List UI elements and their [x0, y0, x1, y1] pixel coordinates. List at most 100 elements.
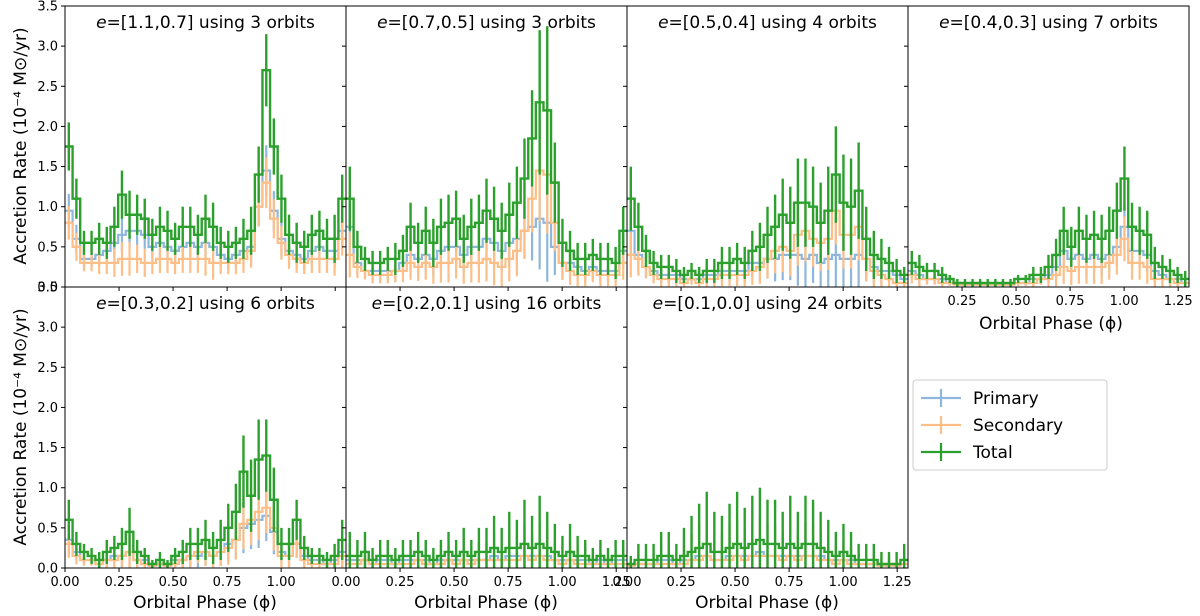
panel-title-2: e=[0.7,0.5] using 3 orbits — [377, 13, 596, 33]
xtick-label-5-1: 0.25 — [105, 575, 134, 590]
panel-title-text-4: =[0.4,0.3] using 7 orbits — [950, 13, 1159, 33]
series-line-secondary-7 — [627, 554, 908, 567]
ytick-label-1-3: 1.5 — [37, 160, 58, 175]
series-line-secondary-4 — [908, 237, 1189, 286]
panel-title-text-2: =[0.7,0.5] using 3 orbits — [388, 13, 597, 33]
panel-frame-4 — [907, 5, 1190, 288]
plot-area-1 — [65, 34, 346, 280]
xtick-label-6-5: 1.25 — [602, 575, 631, 590]
xtick-label-6-1: 0.25 — [386, 575, 415, 590]
panel-title-7: e=[0.1,0.0] using 24 orbits — [653, 294, 883, 314]
panel-title-text-3: =[0.5,0.4] using 4 orbits — [669, 13, 878, 33]
xtick-label-6-4: 1.00 — [548, 575, 577, 590]
panel-title-text-5: =[0.3,0.2] using 6 orbits — [107, 294, 316, 314]
plot-area-3 — [627, 126, 908, 287]
series-line-secondary-5 — [65, 506, 346, 567]
legend-frame — [912, 379, 1108, 471]
panel-title-5: e=[0.3,0.2] using 6 orbits — [96, 294, 315, 314]
ytick-label-1-6: 3.0 — [37, 40, 58, 55]
xtick-label-4-5: 1.25 — [1164, 294, 1193, 309]
plot-area-4 — [908, 146, 1189, 287]
panel-2: e=[0.7,0.5] using 3 orbits — [342, 5, 628, 291]
xlabel-panel-5: Orbital Phase (ϕ) — [133, 593, 277, 613]
ytick-label-5-4: 2.0 — [37, 401, 58, 416]
xtick-label-4-4: 1.00 — [1110, 294, 1139, 309]
xtick-label-7-1: 0.25 — [667, 575, 696, 590]
ytick-label-5-6: 3.0 — [37, 321, 58, 336]
panel-title-3: e=[0.5,0.4] using 4 orbits — [658, 13, 877, 33]
plot-area-5 — [65, 419, 346, 568]
ytick-label-5-1: 0.5 — [37, 521, 58, 536]
plot-area-6 — [346, 495, 627, 568]
panel-4: 0.25 0.50 0.75 1.00 1.25 e=[0.4,0.3] using 7 … — [904, 5, 1193, 309]
xtick-label-4-3: 0.75 — [1056, 294, 1085, 309]
xtick-label-7-4: 1.00 — [829, 575, 858, 590]
ytick-label-5-5: 2.5 — [37, 361, 58, 376]
xtick-label-6-0: 0.00 — [332, 575, 361, 590]
series-line-secondary-2 — [346, 169, 627, 277]
xtick-label-6-3: 0.75 — [494, 575, 523, 590]
panel-1: 0.0 0.5 1.0 1.5 2.0 2.5 3.0 3.5 e=[1.1,0.7] usin… — [37, 0, 347, 296]
ytick-label-5-2: 1.0 — [37, 481, 58, 496]
panel-title-text-1: =[1.1,0.7] using 3 orbits — [107, 13, 316, 33]
series-total-7 — [627, 487, 908, 568]
ytick-label-1-0: 0.0 — [37, 281, 58, 296]
panel-5: 0.0 0.5 1.0 1.5 2.0 2.5 3.0 3.5 0.00 0.25 0.50 0.75… — [37, 281, 347, 590]
panel-title-symbol-4: e — [939, 13, 949, 33]
xtick-label-7-0: 0.00 — [613, 575, 642, 590]
xlabel-panel-6: Orbital Phase (ϕ) — [414, 593, 558, 613]
xtick-label-5-3: 0.75 — [213, 575, 242, 590]
ytick-label-5-7: 3.5 — [37, 281, 58, 296]
series-line-primary-2 — [346, 217, 627, 273]
panel-frame-7 — [626, 286, 909, 569]
xtick-label-7-2: 0.50 — [721, 575, 750, 590]
panel-3: e=[0.5,0.4] using 4 orbits — [623, 5, 909, 291]
panel-frame-6 — [345, 286, 628, 569]
ylabel-top: Accretion Rate (10⁻⁴ M⊙/yr) — [11, 27, 31, 264]
series-line-total-5 — [65, 454, 346, 566]
panel-title-6: e=[0.2,0.1] using 16 orbits — [372, 294, 602, 314]
plot-area-2 — [346, 26, 627, 287]
xtick-label-4-2: 0.50 — [1002, 294, 1031, 309]
panel-6: 0.00 0.25 0.50 0.75 1.00 1.25 e=[0.2,0.1] usin… — [332, 286, 631, 590]
panel-title-symbol-6: e — [372, 294, 382, 314]
plot-area-7 — [627, 487, 908, 568]
series-total-5 — [65, 419, 346, 568]
legend-label-total: Total — [972, 443, 1013, 463]
xtick-label-7-5: 1.25 — [883, 575, 912, 590]
legend-entry-primary: Primary — [921, 389, 1039, 409]
ytick-label-1-5: 2.5 — [37, 80, 58, 95]
ytick-label-1-4: 2.0 — [37, 120, 58, 135]
panel-title-symbol-7: e — [653, 294, 663, 314]
panel-title-symbol-1: e — [96, 13, 106, 33]
legend-entry-secondary: Secondary — [921, 416, 1063, 436]
legend: Primary Secondary Total — [912, 379, 1108, 471]
legend-label-primary: Primary — [973, 389, 1039, 409]
xtick-label-6-2: 0.50 — [440, 575, 469, 590]
series-total-3 — [627, 126, 908, 283]
panel-title-symbol-2: e — [377, 13, 387, 33]
xtick-label-4-1: 0.25 — [948, 294, 977, 309]
panel-title-1: e=[1.1,0.7] using 3 orbits — [96, 13, 315, 33]
series-total-2 — [346, 26, 627, 279]
panel-title-text-7: =[0.1,0.0] using 24 orbits — [663, 294, 882, 314]
panel-grid: 0.00.51.01.52.02.53.03.5e=[1.1,0.7] usin… — [37, 0, 1192, 590]
xtick-label-7-3: 0.75 — [775, 575, 804, 590]
xtick-label-5-2: 0.50 — [159, 575, 188, 590]
panel-title-symbol-5: e — [96, 294, 106, 314]
ytick-label-1-7: 3.5 — [37, 0, 58, 15]
series-total-4 — [908, 146, 1189, 287]
panel-title-4: e=[0.4,0.3] using 7 orbits — [939, 13, 1158, 33]
xtick-label-5-4: 1.00 — [267, 575, 296, 590]
series-line-primary-1 — [65, 169, 346, 260]
ytick-label-1-2: 1.0 — [37, 200, 58, 215]
ytick-label-5-0: 0.0 — [37, 562, 58, 577]
xlabel-panel-4: Orbital Phase (ϕ) — [979, 314, 1123, 334]
axis-labels: Accretion Rate (10⁻⁴ M⊙/yr) Accretion Ra… — [11, 27, 1123, 613]
ytick-label-5-3: 1.5 — [37, 441, 58, 456]
panel-7: 0.00 0.25 0.50 0.75 1.00 1.25 e=[0.1,0.0] usin… — [613, 286, 912, 590]
panel-title-text-6: =[0.2,0.1] using 16 orbits — [382, 294, 601, 314]
series-total-6 — [346, 495, 627, 568]
ylabel-bottom: Accretion Rate (10⁻⁴ M⊙/yr) — [11, 308, 31, 545]
